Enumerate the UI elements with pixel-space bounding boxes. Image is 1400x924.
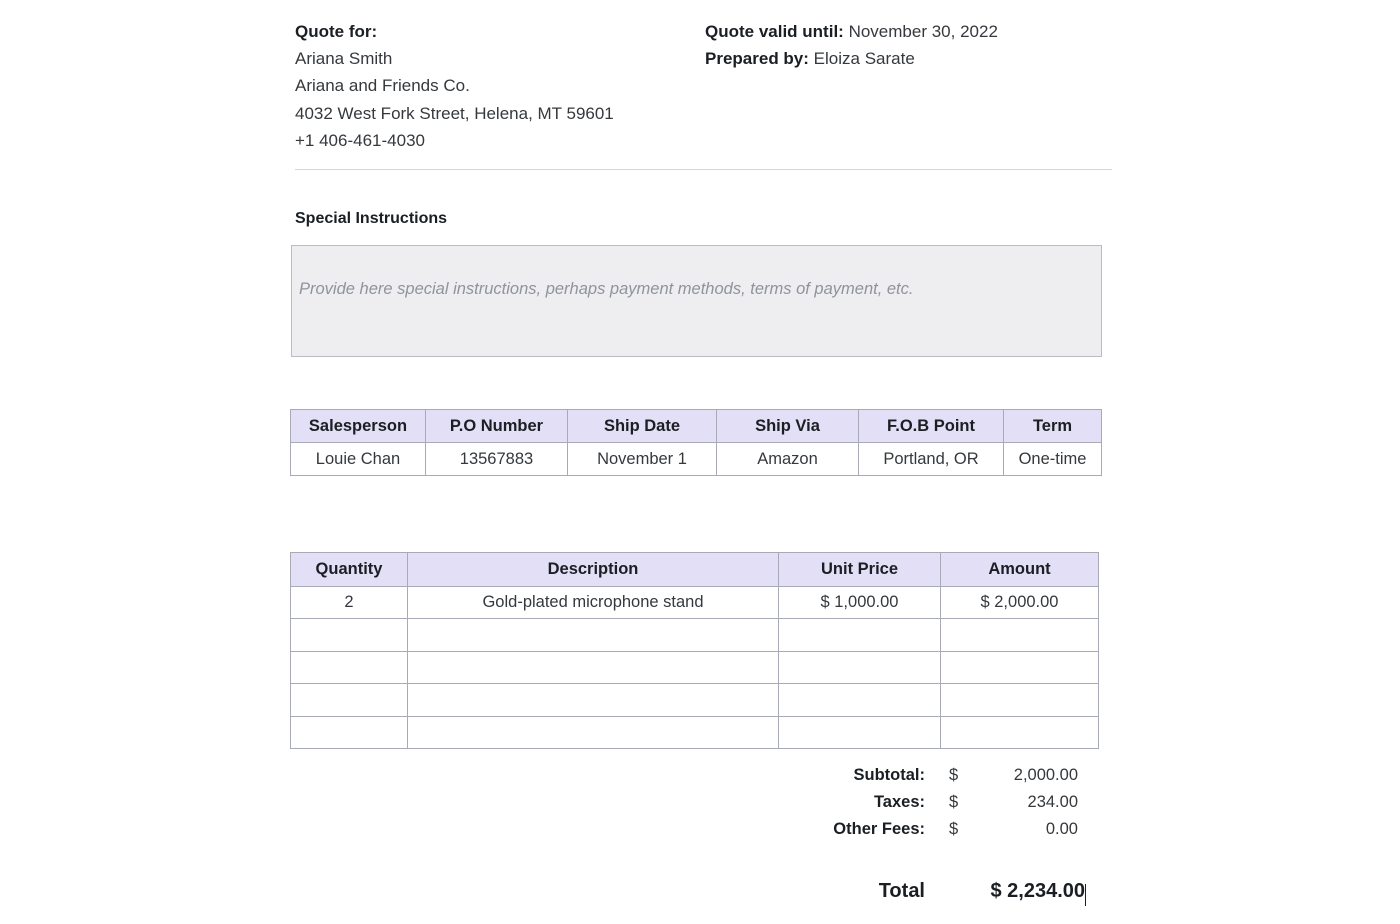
item-unit-price[interactable]: $ 1,000.00 bbox=[778, 586, 941, 619]
shipping-header-fob-point: F.O.B Point bbox=[858, 409, 1004, 443]
items-header-amount: Amount bbox=[940, 552, 1099, 587]
customer-name: Ariana Smith bbox=[295, 49, 393, 69]
prepared-by-label: Prepared by: bbox=[705, 49, 809, 69]
customer-address: 4032 West Fork Street, Helena, MT 59601 bbox=[295, 103, 614, 123]
shipping-cell-ship-via[interactable]: Amazon bbox=[716, 442, 859, 476]
shipping-data-row: Louie Chan 13567883 November 1 Amazon Po… bbox=[290, 442, 1102, 476]
grand-total-value: $ 2,234.00 bbox=[990, 880, 1085, 902]
table-row: 2 Gold-plated microphone stand $ 1,000.0… bbox=[290, 586, 1099, 619]
line-items-table: Quantity Description Unit Price Amount 2… bbox=[290, 552, 1099, 749]
quote-valid-until-value: November 30, 2022 bbox=[848, 22, 998, 41]
grand-total-row: Total $ 2,234.00 bbox=[760, 880, 1100, 910]
table-row bbox=[290, 618, 1099, 652]
taxes-amount[interactable]: 234.00 bbox=[1027, 793, 1078, 811]
shipping-cell-po-number[interactable]: 13567883 bbox=[425, 442, 568, 476]
table-row bbox=[290, 715, 1099, 749]
quote-for-column: Quote for: Ariana Smith Ariana and Frien… bbox=[295, 18, 705, 154]
taxes-currency: $ bbox=[949, 793, 959, 811]
other-fees-amount[interactable]: 0.00 bbox=[1045, 820, 1078, 838]
totals-section: Subtotal: $ 2,000.00 Taxes: $ 234.00 Oth… bbox=[760, 766, 1100, 847]
special-instructions-placeholder: Provide here special instructions, perha… bbox=[299, 280, 914, 298]
item-amount[interactable] bbox=[940, 650, 1099, 684]
quote-meta-column: Quote valid until: November 30, 2022 Pre… bbox=[705, 18, 1115, 154]
item-description[interactable] bbox=[407, 650, 779, 684]
shipping-header-term: Term bbox=[1003, 409, 1102, 443]
item-amount[interactable] bbox=[940, 715, 1099, 749]
items-header-description: Description bbox=[407, 552, 779, 587]
item-description[interactable] bbox=[407, 683, 779, 717]
taxes-row: Taxes: $ 234.00 bbox=[760, 793, 1100, 820]
item-quantity[interactable] bbox=[290, 683, 408, 717]
subtotal-currency: $ bbox=[949, 766, 959, 784]
item-quantity[interactable]: 2 bbox=[290, 586, 408, 619]
item-description[interactable]: Gold-plated microphone stand bbox=[407, 586, 779, 619]
shipping-header-row: Salesperson P.O Number Ship Date Ship Vi… bbox=[290, 409, 1102, 443]
item-quantity[interactable] bbox=[290, 618, 408, 652]
quote-header-block: Quote for: Ariana Smith Ariana and Frien… bbox=[295, 18, 1115, 154]
items-header-unit-price: Unit Price bbox=[778, 552, 941, 587]
header-divider bbox=[295, 169, 1112, 170]
subtotal-row: Subtotal: $ 2,000.00 bbox=[760, 766, 1100, 793]
item-unit-price[interactable] bbox=[778, 650, 941, 684]
prepared-by-value: Eloiza Sarate bbox=[813, 49, 915, 69]
item-quantity[interactable] bbox=[290, 650, 408, 684]
item-amount[interactable]: $ 2,000.00 bbox=[940, 586, 1099, 619]
other-fees-label: Other Fees: bbox=[833, 820, 925, 838]
customer-company: Ariana and Friends Co. bbox=[295, 76, 470, 96]
shipping-cell-ship-date[interactable]: November 1 bbox=[567, 442, 717, 476]
special-instructions-input[interactable]: Provide here special instructions, perha… bbox=[291, 245, 1102, 357]
special-instructions-title: Special Instructions bbox=[295, 210, 448, 227]
shipping-info-table: Salesperson P.O Number Ship Date Ship Vi… bbox=[290, 409, 1102, 476]
text-caret bbox=[1085, 884, 1086, 906]
table-row bbox=[290, 683, 1099, 717]
item-amount[interactable] bbox=[940, 683, 1099, 717]
shipping-header-po-number: P.O Number bbox=[425, 409, 568, 443]
shipping-cell-salesperson[interactable]: Louie Chan bbox=[290, 442, 426, 476]
quote-for-label: Quote for: bbox=[295, 22, 378, 41]
shipping-cell-fob-point[interactable]: Portland, OR bbox=[858, 442, 1004, 476]
taxes-label: Taxes: bbox=[873, 793, 925, 811]
item-description[interactable] bbox=[407, 618, 779, 652]
shipping-header-salesperson: Salesperson bbox=[290, 409, 426, 443]
quote-valid-until-label: Quote valid until: bbox=[705, 22, 844, 41]
shipping-cell-term[interactable]: One-time bbox=[1003, 442, 1102, 476]
quote-valid-until-row: Quote valid until: November 30, 2022 bbox=[705, 18, 1115, 45]
grand-total-value-field[interactable]: $ 2,234.00 bbox=[925, 880, 1100, 906]
table-row bbox=[290, 650, 1099, 684]
items-header-quantity: Quantity bbox=[290, 552, 408, 587]
items-header-row: Quantity Description Unit Price Amount bbox=[290, 552, 1099, 587]
subtotal-label: Subtotal: bbox=[853, 766, 926, 784]
shipping-header-ship-via: Ship Via bbox=[716, 409, 859, 443]
item-unit-price[interactable] bbox=[778, 683, 941, 717]
customer-phone: +1 406-461-4030 bbox=[295, 130, 425, 150]
prepared-by-row: Prepared by: Eloiza Sarate bbox=[705, 45, 1115, 72]
grand-total-label: Total bbox=[878, 880, 925, 902]
other-fees-row: Other Fees: $ 0.00 bbox=[760, 820, 1100, 847]
item-unit-price[interactable] bbox=[778, 715, 941, 749]
item-unit-price[interactable] bbox=[778, 618, 941, 652]
subtotal-amount[interactable]: 2,000.00 bbox=[1013, 766, 1078, 784]
other-fees-currency: $ bbox=[949, 820, 959, 838]
item-amount[interactable] bbox=[940, 618, 1099, 652]
item-description[interactable] bbox=[407, 715, 779, 749]
shipping-header-ship-date: Ship Date bbox=[567, 409, 717, 443]
item-quantity[interactable] bbox=[290, 715, 408, 749]
